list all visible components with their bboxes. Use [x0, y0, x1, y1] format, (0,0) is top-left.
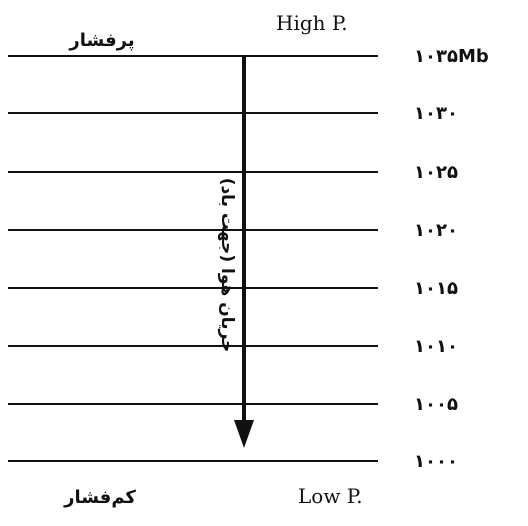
pressure-level-label: ۱۰۳۵Mb [414, 46, 489, 67]
low-pressure-label: Low P. [298, 484, 363, 508]
high-pressure-persian-label: پرفشار [68, 30, 134, 51]
low-pressure-persian-label: کم‌فشار [63, 487, 136, 508]
pressure-level-label: ۱۰۲۵ [414, 162, 458, 183]
pressure-level-label: ۱۰۳۰ [414, 103, 458, 124]
pressure-level-label: ۱۰۰۵ [414, 394, 458, 415]
pressure-level-label: ۱۰۰۰ [414, 451, 458, 472]
wind-flow-arrow-group [234, 56, 254, 448]
wind-flow-arrowhead-icon [234, 420, 254, 448]
air-flow-label: جریان هوا (جهت باد) [217, 178, 237, 353]
pressure-level-label: ۱۰۲۰ [414, 220, 458, 241]
pressure-level-label: ۱۰۱۰ [414, 336, 458, 357]
high-pressure-label: High P. [276, 11, 348, 35]
pressure-level-label: ۱۰۱۵ [414, 278, 458, 299]
isobar-lines-group [8, 55, 378, 462]
pressure-values-group: ۱۰۳۵Mb ۱۰۳۰ ۱۰۲۵ ۱۰۲۰ ۱۰۱۵ ۱۰۱۰ ۱۰۰۵ ۱۰۰۰ [414, 46, 489, 472]
